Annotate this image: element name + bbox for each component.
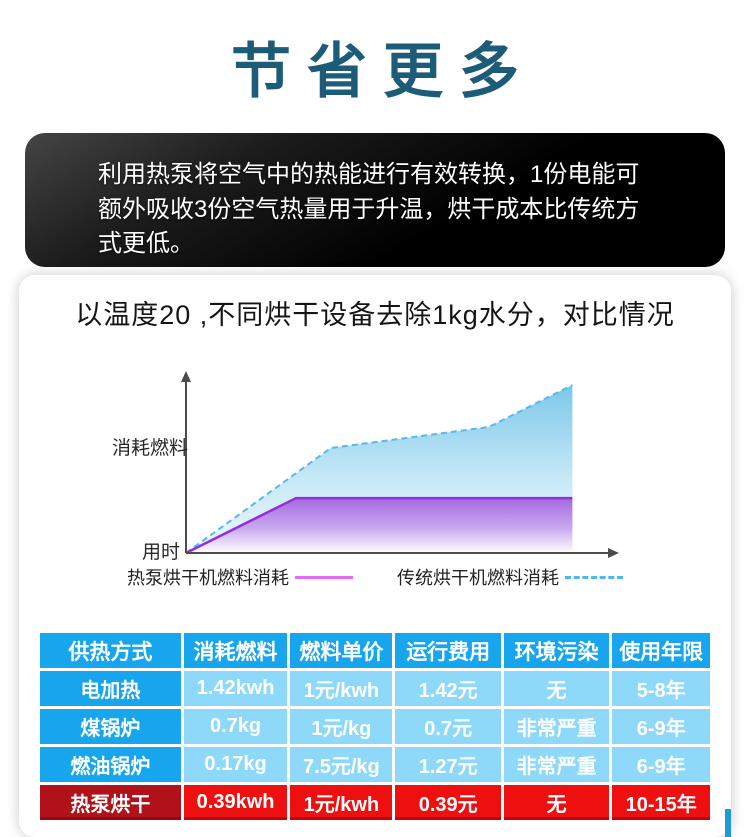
comparison-card: 以温度20 ,不同烘干设备去除1kg水分，对比情况 消耗燃料 用时 热泵烘干 bbox=[19, 275, 731, 837]
heatpump-dryer-area bbox=[186, 498, 573, 553]
data-cell: 0.7元 bbox=[395, 709, 501, 744]
traditional-dryer-line bbox=[185, 384, 573, 554]
header-cell: 供热方式 bbox=[40, 633, 181, 668]
heatpump-line-swatch-icon bbox=[295, 575, 353, 579]
traditional-dryer-area bbox=[186, 385, 573, 553]
page-edge-accent bbox=[725, 809, 731, 837]
traditional-line-swatch-icon bbox=[565, 575, 623, 579]
table-row: 燃油锅炉 0.17kg 7.5元/kg 1.27元 非常严重 6-9年 bbox=[40, 747, 710, 782]
header-cell: 消耗燃料 bbox=[183, 633, 288, 668]
table-row: 煤锅炉 0.7kg 1元/kg 0.7元 非常严重 6-9年 bbox=[40, 709, 710, 744]
x-axis-arrow-icon bbox=[608, 548, 619, 558]
data-cell: 无 bbox=[503, 671, 610, 706]
data-cell: 0.17kg bbox=[183, 747, 288, 782]
row-label-cell: 燃油锅炉 bbox=[40, 747, 181, 782]
row-label-cell: 电加热 bbox=[40, 671, 181, 706]
header-cell: 环境污染 bbox=[503, 633, 610, 668]
data-cell: 6-9年 bbox=[612, 747, 710, 782]
heatpump-dryer-line bbox=[185, 496, 573, 555]
data-cell: 0.39元 bbox=[395, 785, 501, 820]
row-label-cell: 煤锅炉 bbox=[40, 709, 181, 744]
intro-line: 利用热泵将空气中的热能进行有效转换，1份电能可 bbox=[98, 161, 640, 188]
page-title: 节省更多 bbox=[231, 38, 535, 105]
header-cell: 运行费用 bbox=[395, 633, 501, 668]
y-axis-arrow-icon bbox=[181, 371, 191, 382]
data-cell: 0.7kg bbox=[183, 709, 288, 744]
legend-item-traditional: 传统烘干机燃料消耗 bbox=[397, 564, 623, 590]
table-header-row: 供热方式 消耗燃料 燃料单价 运行费用 环境污染 使用年限 bbox=[40, 633, 710, 668]
data-cell: 非常严重 bbox=[503, 709, 610, 744]
page-header: 节省更多 bbox=[0, 0, 750, 133]
data-cell: 7.5元/kg bbox=[290, 747, 393, 782]
data-cell: 1.27元 bbox=[395, 747, 501, 782]
data-cell: 非常严重 bbox=[503, 747, 610, 782]
intro-line: 额外吸收3份空气热量用于升温，烘干成本比传统方 bbox=[98, 195, 640, 223]
data-cell: 6-9年 bbox=[612, 709, 710, 744]
data-cell: 1.42元 bbox=[395, 671, 501, 706]
x-axis-label: 用时 bbox=[142, 541, 180, 563]
table-row: 电加热 1.42kwh 1元/kwh 1.42元无 5-8年 bbox=[40, 671, 710, 706]
data-cell: 0.39kwh bbox=[183, 785, 288, 820]
data-cell: 10-15年 bbox=[612, 785, 710, 820]
legend-label: 热泵烘干机燃料消耗 bbox=[127, 568, 289, 588]
legend-label: 传统烘干机燃料消耗 bbox=[397, 568, 559, 588]
data-cell: 5-8年 bbox=[612, 671, 710, 706]
fuel-consumption-chart: 消耗燃料 用时 bbox=[112, 371, 619, 563]
header-cell: 燃料单价 bbox=[290, 633, 393, 668]
intro-banner: 利用热泵将空气中的热能进行有效转换，1份电能可 额外吸收3份空气热量用于升温，烘… bbox=[25, 133, 725, 267]
comparison-table: 供热方式 消耗燃料 燃料单价 运行费用 环境污染 使用年限 电加热 1.42kwh 1元/kw… bbox=[37, 630, 713, 823]
data-cell: 1.42kwh bbox=[183, 671, 288, 706]
legend-item-heatpump: 热泵烘干机燃料消耗 bbox=[127, 564, 353, 590]
intro-line: 式更低。 bbox=[98, 230, 194, 257]
row-label-cell: 热泵烘干 bbox=[40, 785, 181, 820]
table-row: 热泵烘干 0.39kwh 1元/kwh 0.39元无 10-15年 bbox=[40, 785, 710, 820]
chart-legend: 热泵烘干机燃料消耗 传统烘干机燃料消耗 bbox=[19, 565, 731, 589]
chart-title: 以温度20 ,不同烘干设备去除1kg水分，对比情况 bbox=[75, 300, 675, 330]
data-cell: 1元/kwh bbox=[290, 785, 393, 820]
y-axis-label: 消耗燃料 bbox=[112, 437, 188, 459]
data-cell: 1元/kwh bbox=[290, 671, 393, 706]
data-cell: 无 bbox=[503, 785, 610, 820]
header-cell: 使用年限 bbox=[612, 633, 710, 668]
data-cell: 1元/kg bbox=[290, 709, 393, 744]
